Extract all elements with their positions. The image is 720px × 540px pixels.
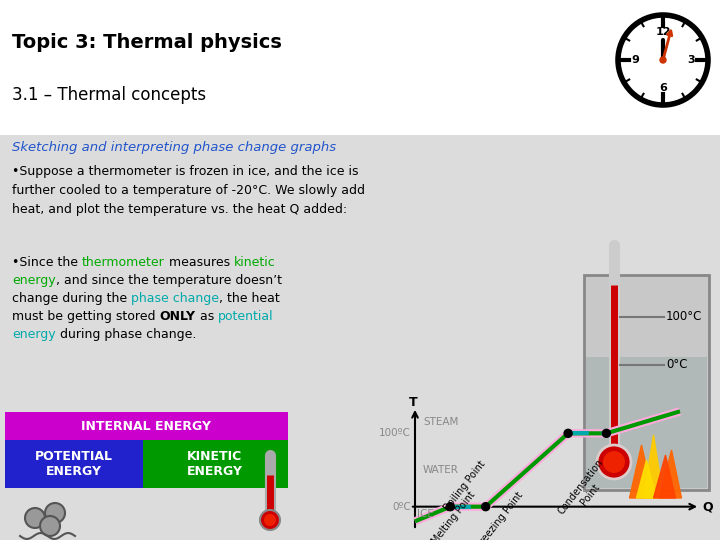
Text: POTENTIAL
ENERGY: POTENTIAL ENERGY bbox=[35, 450, 113, 478]
Polygon shape bbox=[654, 455, 675, 498]
Text: 3.1 – Thermal concepts: 3.1 – Thermal concepts bbox=[12, 86, 206, 104]
Text: 0°C: 0°C bbox=[666, 358, 688, 371]
Circle shape bbox=[264, 514, 276, 526]
FancyBboxPatch shape bbox=[584, 275, 709, 490]
FancyBboxPatch shape bbox=[143, 440, 288, 488]
Circle shape bbox=[618, 15, 708, 105]
Text: STEAM: STEAM bbox=[423, 417, 459, 427]
Text: phase change: phase change bbox=[131, 292, 219, 305]
Text: 12: 12 bbox=[655, 27, 671, 37]
FancyBboxPatch shape bbox=[5, 440, 143, 488]
Circle shape bbox=[40, 516, 60, 536]
Circle shape bbox=[260, 510, 280, 530]
Polygon shape bbox=[660, 450, 682, 498]
Circle shape bbox=[25, 508, 45, 528]
Circle shape bbox=[660, 57, 666, 63]
Text: WATER: WATER bbox=[423, 465, 459, 475]
Circle shape bbox=[482, 503, 490, 511]
Polygon shape bbox=[644, 435, 664, 498]
Text: 0ºC: 0ºC bbox=[392, 502, 411, 512]
Text: Q: Q bbox=[703, 500, 714, 513]
Circle shape bbox=[45, 503, 65, 523]
Text: Melting Point: Melting Point bbox=[430, 489, 477, 540]
Circle shape bbox=[603, 451, 625, 473]
Text: INTERNAL ENERGY: INTERNAL ENERGY bbox=[81, 420, 211, 433]
Text: ONLY: ONLY bbox=[160, 310, 196, 323]
Text: , and since the temperature doesn’t: , and since the temperature doesn’t bbox=[55, 274, 282, 287]
Text: 9: 9 bbox=[631, 55, 639, 65]
Text: 100ºC: 100ºC bbox=[379, 428, 411, 438]
Text: KINETIC
ENERGY: KINETIC ENERGY bbox=[187, 450, 243, 478]
Circle shape bbox=[603, 429, 611, 437]
FancyBboxPatch shape bbox=[5, 412, 288, 440]
Text: during phase change.: during phase change. bbox=[55, 328, 196, 341]
Text: •Suppose a thermometer is frozen in ice, and the ice is
further cooled to a temp: •Suppose a thermometer is frozen in ice,… bbox=[12, 165, 365, 216]
Text: 100°C: 100°C bbox=[666, 310, 703, 323]
Text: potential: potential bbox=[217, 310, 274, 323]
Text: Condensation
Point: Condensation Point bbox=[557, 457, 615, 524]
FancyBboxPatch shape bbox=[586, 357, 707, 488]
Text: Freezing Point: Freezing Point bbox=[475, 490, 526, 540]
FancyBboxPatch shape bbox=[0, 135, 720, 540]
Text: ICE: ICE bbox=[417, 509, 434, 519]
Circle shape bbox=[446, 503, 454, 511]
Text: Topic 3: Thermal physics: Topic 3: Thermal physics bbox=[12, 32, 282, 51]
Text: kinetic: kinetic bbox=[234, 256, 276, 269]
Polygon shape bbox=[636, 460, 657, 498]
Text: Boiling Point: Boiling Point bbox=[442, 459, 487, 513]
Text: as: as bbox=[196, 310, 217, 323]
Text: must be getting stored: must be getting stored bbox=[12, 310, 160, 323]
Text: change during the: change during the bbox=[12, 292, 131, 305]
Text: T: T bbox=[409, 395, 418, 408]
Text: thermometer: thermometer bbox=[82, 256, 165, 269]
Circle shape bbox=[564, 429, 572, 437]
Text: energy: energy bbox=[12, 274, 55, 287]
Text: , the heat: , the heat bbox=[219, 292, 280, 305]
Circle shape bbox=[597, 445, 631, 479]
Text: measures: measures bbox=[165, 256, 234, 269]
Polygon shape bbox=[629, 445, 654, 498]
Text: •Since the: •Since the bbox=[12, 256, 82, 269]
Text: 6: 6 bbox=[659, 83, 667, 93]
Text: energy: energy bbox=[12, 328, 55, 341]
Text: 3: 3 bbox=[687, 55, 695, 65]
Text: Sketching and interpreting phase change graphs: Sketching and interpreting phase change … bbox=[12, 140, 336, 153]
